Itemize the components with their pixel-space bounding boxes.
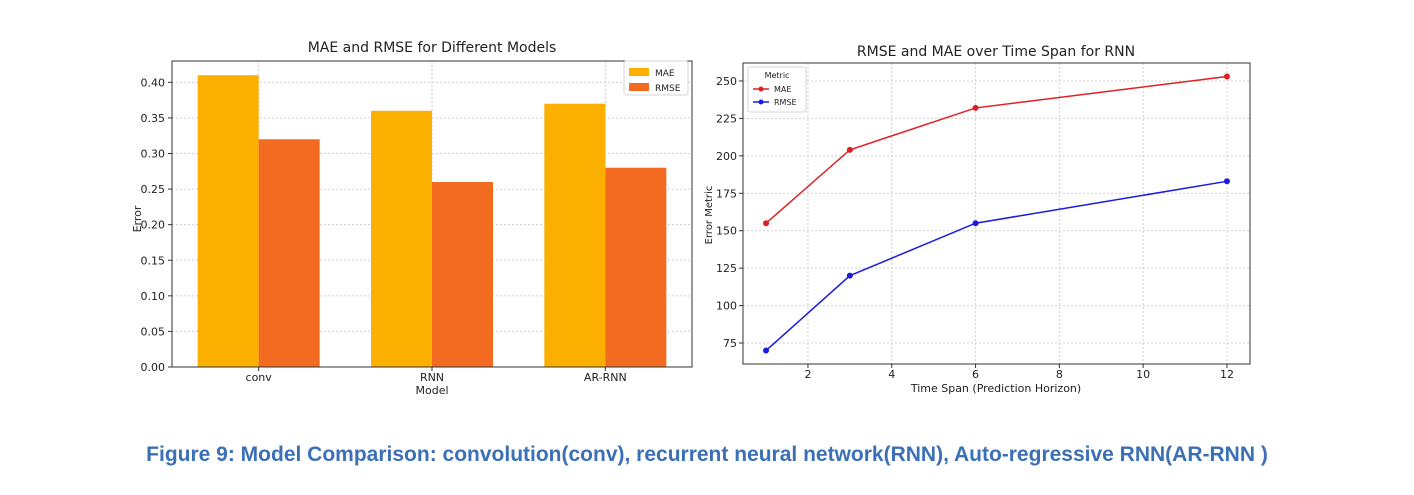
point-mae <box>1223 73 1230 80</box>
y-tick-label: 0.30 <box>141 148 166 161</box>
line-chart: RMSE and MAE over Time Span for RNN Erro… <box>704 44 1251 395</box>
legend-label-rmse: RMSE <box>774 98 797 107</box>
x-tick-label: AR-RNN <box>584 371 627 384</box>
y-tick-label: 0.20 <box>141 219 166 232</box>
y-tick-label: 0.10 <box>141 290 166 303</box>
point-rmse <box>763 347 770 354</box>
line-chart-y-axis-label: Error Metric <box>704 186 715 245</box>
figure-caption: Figure 9: Model Comparison: convolution(… <box>146 443 1268 466</box>
legend-label-mae: MAE <box>774 85 791 94</box>
x-tick-label: 8 <box>1056 368 1063 381</box>
x-tick-label: conv <box>246 371 273 384</box>
point-rmse <box>972 220 979 227</box>
bar-chart-x-axis-label: Model <box>415 384 448 397</box>
y-tick-label: 0.40 <box>141 76 166 89</box>
bar-chart-title: MAE and RMSE for Different Models <box>308 40 557 56</box>
y-tick-label: 0.25 <box>141 183 166 196</box>
bar-rmse-ar-rnn <box>605 167 667 367</box>
bar-mae-ar-rnn <box>544 103 606 367</box>
y-tick-label: 225 <box>716 112 737 125</box>
point-mae <box>846 146 853 153</box>
line-mae <box>765 75 1228 224</box>
line-chart-x-axis-label: Time Span (Prediction Horizon) <box>910 382 1081 395</box>
line-chart-gridlines <box>743 63 1250 364</box>
bar-chart-legend: MAE RMSE <box>623 60 689 96</box>
y-tick-label: 0.05 <box>141 325 166 338</box>
x-tick-label: 2 <box>804 368 811 381</box>
legend-swatch-mae <box>629 68 649 76</box>
legend-title: Metric <box>765 71 790 80</box>
bar-mae-conv <box>197 75 259 368</box>
x-tick-label: RNN <box>420 371 444 384</box>
bar-chart: MAE and RMSE for Different Models Error … <box>131 40 693 397</box>
y-tick-label: 150 <box>716 225 737 238</box>
y-tick-label: 75 <box>723 337 737 350</box>
plot-frame <box>742 62 1251 365</box>
legend-marker-mae <box>758 86 764 92</box>
x-tick-label: 12 <box>1220 368 1234 381</box>
line-rmse <box>765 180 1228 352</box>
line-chart-title: RMSE and MAE over Time Span for RNN <box>857 44 1135 60</box>
legend-marker-rmse <box>758 99 764 105</box>
point-rmse <box>846 272 853 279</box>
y-tick-label: 0.00 <box>141 361 166 374</box>
y-tick-label: 250 <box>716 75 737 88</box>
line-chart-legend: Metric MAE RMSE <box>747 66 807 113</box>
x-tick-label: 10 <box>1136 368 1150 381</box>
bar-rmse-rnn <box>432 181 493 367</box>
bar-chart-bars <box>197 75 667 368</box>
point-rmse <box>1223 178 1230 185</box>
bar-mae-rnn <box>371 110 432 367</box>
y-tick-label: 100 <box>716 300 737 313</box>
line-chart-lines <box>763 73 1230 354</box>
y-tick-label: 200 <box>716 150 737 163</box>
point-mae <box>972 104 979 111</box>
legend-label-mae: MAE <box>655 69 675 79</box>
legend-label-rmse: RMSE <box>655 84 681 94</box>
bar-rmse-conv <box>258 139 320 367</box>
y-tick-label: 0.35 <box>141 112 166 125</box>
y-tick-label: 0.15 <box>141 254 166 267</box>
x-tick-label: 6 <box>972 368 979 381</box>
y-tick-label: 125 <box>716 262 737 275</box>
y-tick-label: 175 <box>716 187 737 200</box>
bar-chart-y-axis-label: Error <box>131 205 144 232</box>
point-mae <box>763 220 770 227</box>
bar-chart-axes: 0.00 0.05 0.10 0.15 0.20 0.25 0.30 0.35 0.40 conv… <box>141 60 693 384</box>
line-chart-axes: 75 100 125 150 175 200 225 250 2 4 6 8 10 12 <box>716 62 1251 381</box>
x-tick-label: 4 <box>888 368 895 381</box>
plot-frame <box>171 60 693 368</box>
legend-swatch-rmse <box>629 83 649 91</box>
